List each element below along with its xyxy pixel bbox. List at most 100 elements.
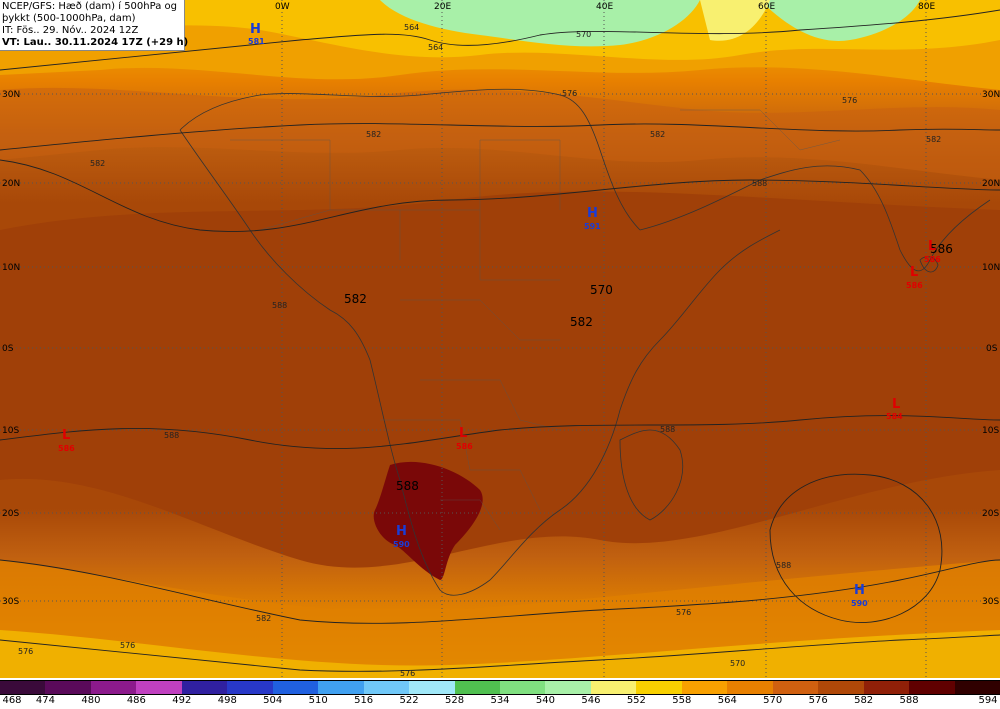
- legend-value: 528: [444, 695, 465, 706]
- low-pressure-value: 586: [58, 444, 75, 453]
- low-pressure-value: 586: [924, 255, 941, 264]
- contour-label: 576: [842, 96, 857, 105]
- lat-label: 30N: [2, 90, 20, 100]
- high-pressure-value: 590: [393, 540, 410, 549]
- legend-value: 516: [354, 695, 374, 706]
- legend-swatch: [136, 681, 182, 694]
- low-pressure-marker: L: [459, 426, 467, 441]
- lat-label: 30S: [2, 597, 19, 607]
- legend-value: 558: [672, 695, 692, 706]
- high-pressure-marker: H: [854, 583, 865, 598]
- legend-swatch: [90, 681, 137, 694]
- low-pressure-marker: L: [910, 265, 918, 280]
- low-pressure-value: 586: [456, 442, 473, 451]
- map-info-box: NCEP/GFS: Hæð (dam) í 500hPa og þykkt (5…: [0, 0, 188, 51]
- contour-label: 582: [90, 159, 105, 168]
- legend-value: 552: [626, 695, 646, 706]
- contour-label: 588: [776, 561, 791, 570]
- legend-swatch: [545, 681, 591, 694]
- contours: [0, 9, 1000, 672]
- legend-swatch: [318, 681, 364, 694]
- info-title: NCEP/GFS: Hæð (dam) í 500hPa og: [2, 1, 177, 12]
- legend-value: 486: [126, 695, 146, 706]
- high-pressure-value: 591: [584, 222, 601, 231]
- high-pressure-marker: H: [587, 206, 598, 221]
- legend-swatch: [818, 681, 864, 694]
- lon-label: 40E: [596, 2, 613, 12]
- lon-label: 20E: [434, 2, 451, 12]
- big-label: 586: [930, 242, 953, 256]
- legend-swatch: [636, 681, 682, 694]
- legend-swatch: [363, 681, 410, 694]
- contour-label: 582: [366, 130, 381, 139]
- lat-label: 0S: [2, 344, 14, 354]
- big-label: 570: [590, 283, 613, 297]
- coastlines: [179, 88, 991, 596]
- lon-label: 0W: [275, 2, 290, 12]
- legend-value: 588: [899, 695, 919, 706]
- legend-value: 504: [263, 695, 283, 706]
- lon-label: 60E: [758, 2, 775, 12]
- legend-swatch: [954, 681, 1000, 694]
- lat-label: 20N: [982, 179, 1000, 189]
- lat-label: 20S: [982, 509, 999, 519]
- contour-label: 576: [120, 641, 135, 650]
- legend-value-labels: 468 474 480 486 492 498 504 510 516 522 528 534 540 5…: [0, 695, 1000, 709]
- legend-color-bar: [0, 680, 1000, 695]
- low-pressure-marker: L: [928, 239, 936, 254]
- legend-value: 480: [81, 695, 101, 706]
- info-subtitle: þykkt (500-1000hPa, dam): [2, 13, 136, 24]
- legend-value: 582: [854, 695, 874, 706]
- contour-labels: 564 564 570 576 576 582 582 582 582 588 …: [18, 23, 941, 678]
- lat-labels-left: 30N 20N 10N 0S 10S 20S 30S: [2, 90, 20, 607]
- legend-value: 570: [763, 695, 783, 706]
- contour-label: 582: [256, 614, 271, 623]
- big-label: 582: [570, 315, 593, 329]
- contour-label: 588: [752, 179, 767, 188]
- contour-label: 582: [926, 135, 941, 144]
- contour-label: 588: [164, 431, 179, 440]
- lat-labels-right: 30N 20N 10N 0S 10S 20S 30S: [982, 90, 1000, 607]
- legend-value: 510: [308, 695, 328, 706]
- big-label: 588: [396, 479, 419, 493]
- legend-swatch: [227, 681, 273, 694]
- lon-label: 80E: [918, 2, 935, 12]
- contour-label: 588: [660, 425, 675, 434]
- lat-label: 10N: [2, 263, 20, 273]
- high-pressure-marker: H: [396, 524, 407, 539]
- legend-swatch: [45, 681, 91, 694]
- band-576: [0, 87, 1000, 180]
- contour-label: 576: [400, 669, 415, 678]
- lon-labels: 0W 20E 40E 60E 80E: [275, 2, 935, 12]
- high-pressure-marker: H: [250, 22, 261, 37]
- contour-label: 576: [676, 608, 691, 617]
- legend-value: 540: [535, 695, 555, 706]
- lat-label: 10S: [982, 426, 999, 436]
- band-green2: [760, 0, 920, 41]
- pressure-centers: H 581 H 591 L 586 L 586 H 590 L 584 L 58…: [58, 22, 941, 608]
- low-pressure-value: 586: [906, 281, 923, 290]
- legend-value: 546: [581, 695, 601, 706]
- high-pressure-value: 581: [248, 37, 265, 46]
- legend-value: 498: [217, 695, 237, 706]
- lat-label: 0S: [986, 344, 998, 354]
- legend-value: 474: [35, 695, 55, 706]
- legend-value: 576: [808, 695, 828, 706]
- legend-value: 492: [172, 695, 192, 706]
- legend-value: 468: [2, 695, 22, 706]
- big-label: 582: [344, 292, 367, 306]
- band-588: [373, 461, 483, 580]
- contour-label: 570: [730, 659, 745, 668]
- legend-swatch: [181, 681, 228, 694]
- borders: [230, 109, 841, 531]
- lat-label: 10N: [982, 263, 1000, 273]
- legend-swatch: [772, 681, 819, 694]
- lat-label: 10S: [2, 426, 19, 436]
- contour-label: 564: [404, 23, 419, 32]
- color-legend: 468 474 480 486 492 498 504 510 516 522 528 534 540 5…: [0, 678, 1000, 709]
- low-pressure-marker: L: [892, 397, 900, 412]
- legend-swatch: [454, 681, 500, 694]
- legend-swatch: [863, 681, 910, 694]
- high-pressure-value: 590: [851, 599, 868, 608]
- band-green: [380, 0, 700, 47]
